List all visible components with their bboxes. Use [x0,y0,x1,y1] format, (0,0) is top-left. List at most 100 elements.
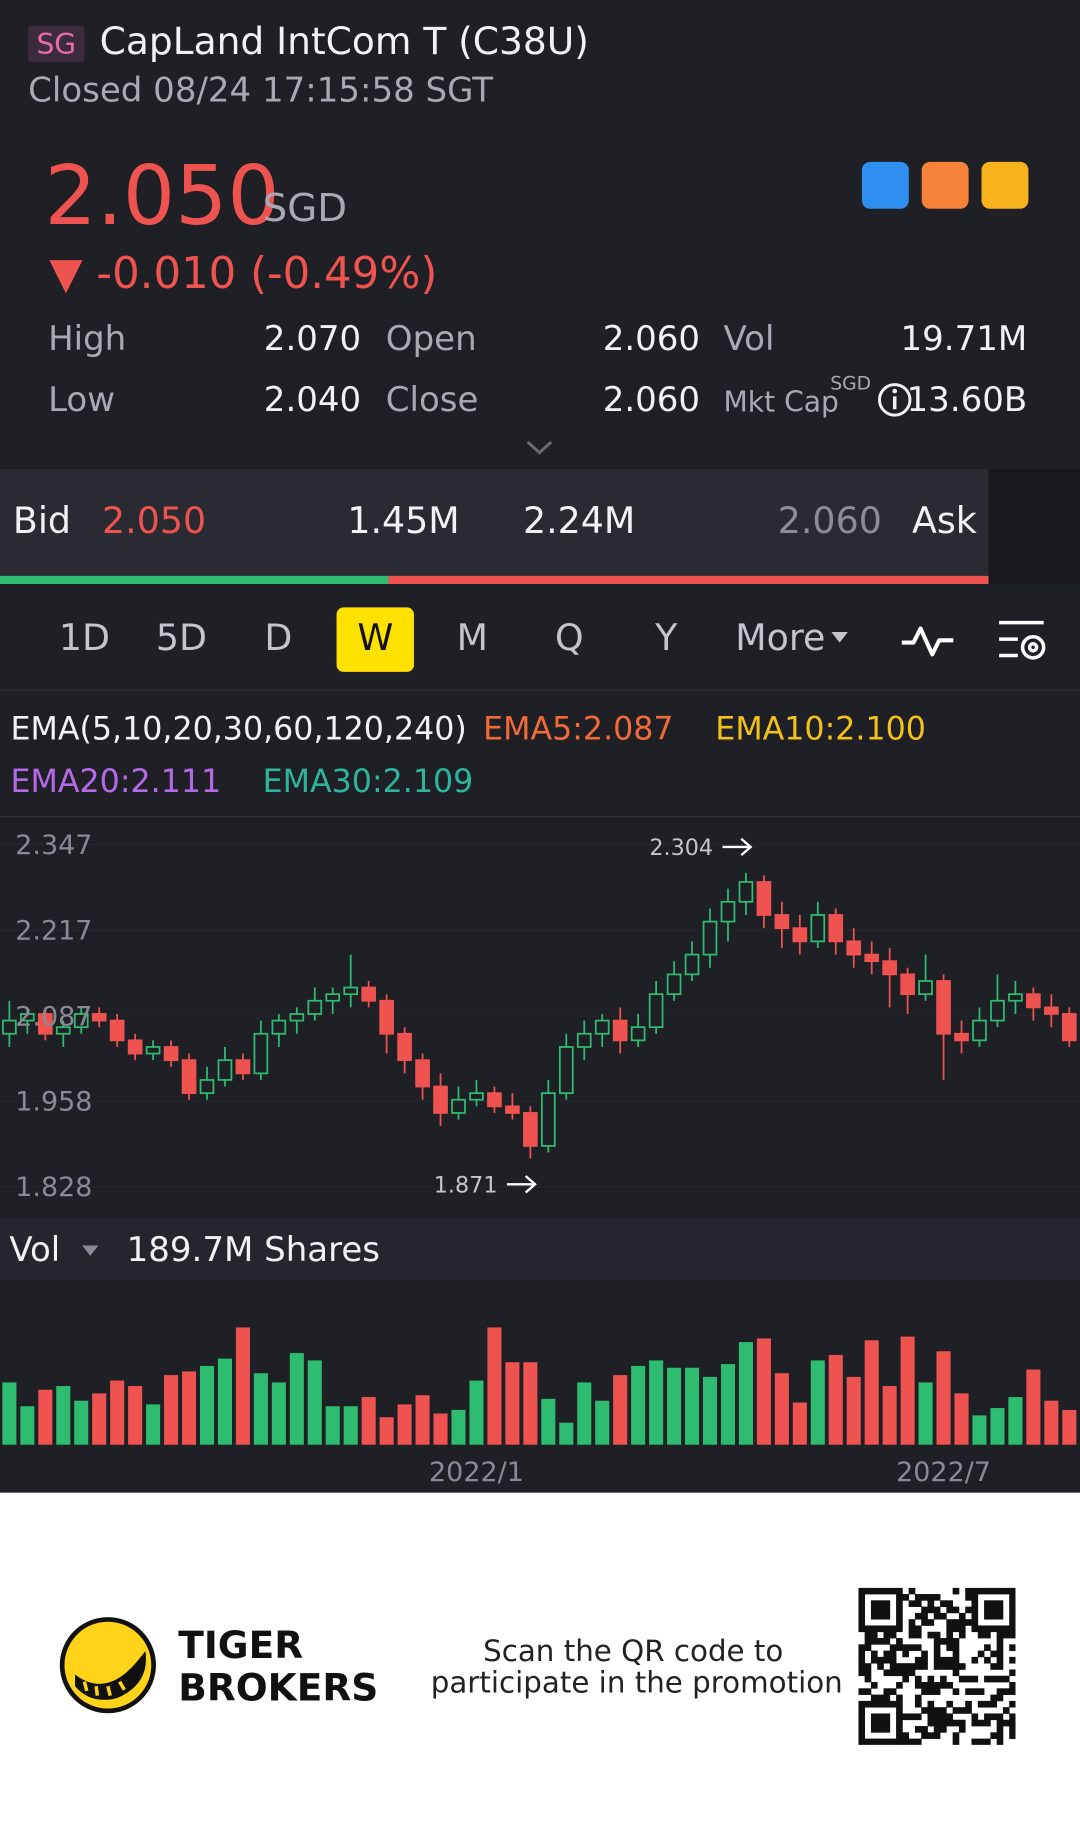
expand-chevron[interactable] [525,439,553,458]
qr-module [1009,1656,1016,1664]
qr-module [883,1688,891,1695]
qr-module [858,1688,866,1695]
volume-bar [487,1327,502,1445]
candle-body [810,914,826,943]
qr-module [940,1638,947,1645]
qr-module [946,1644,954,1651]
y-tick-label: 2.087 [15,1001,92,1032]
market-label: SG [36,28,77,61]
qr-module [908,1644,916,1651]
qr-module [940,1675,947,1683]
qr-module [921,1619,928,1626]
qr-module [896,1663,903,1670]
candle-body [451,1098,466,1114]
qr-module [896,1594,903,1601]
qr-module [946,1719,954,1727]
qr-module [927,1700,935,1708]
qr-module [921,1707,928,1714]
candle-body [469,1092,484,1101]
qr-module [965,1619,972,1626]
last-price: 2.050 [44,147,280,244]
qr-module [858,1612,866,1620]
qr-module [952,1644,960,1651]
qr-module [996,1650,1004,1658]
qr-code[interactable] [858,1587,1016,1745]
qr-module [933,1719,941,1727]
volume-bar [433,1413,448,1445]
settings-icon[interactable] [997,616,1051,665]
qr-module [952,1669,960,1677]
qr-module [933,1612,941,1620]
timeframe-tab[interactable]: Y [655,617,678,660]
candle-body [702,920,718,956]
qr-module [889,1650,897,1658]
qr-module [864,1688,872,1695]
qr-module [870,1719,878,1727]
qr-module [996,1631,1004,1639]
qr-module [940,1682,947,1689]
qr-module [870,1713,878,1721]
qr-module [864,1669,872,1677]
qr-module [858,1726,866,1733]
qr-module [908,1625,916,1633]
candle-body [648,993,664,1029]
qr-module [877,1638,884,1645]
timeframe-tab[interactable]: D [264,617,293,660]
qr-module [864,1631,872,1639]
qr-module [914,1600,922,1607]
volume-bar [990,1408,1005,1445]
volume-bar [415,1395,430,1445]
volume-bar [738,1342,753,1445]
qr-module [858,1644,866,1651]
qr-module [877,1738,884,1745]
qr-module [1009,1587,1016,1595]
indicator-icon[interactable] [899,619,955,661]
candle-body [828,914,844,943]
market-status: Closed 08/24 17:15:58 SGT [28,69,494,110]
qr-module [908,1713,916,1721]
candle-body [2,1019,17,1035]
qr-module [896,1700,903,1708]
volume-bar [235,1327,250,1445]
candle-body [900,973,915,996]
qr-module [952,1688,960,1695]
qr-module [971,1606,979,1614]
qr-module [946,1606,954,1614]
tiger-logo [59,1617,156,1714]
timeframe-tab[interactable]: 5D [155,617,207,660]
volume-bar [56,1386,71,1445]
timeframe-tab[interactable]: 1D [58,617,110,660]
qr-module [858,1719,866,1727]
qr-module [946,1656,954,1664]
qr-module [977,1700,985,1708]
qr-module [914,1726,922,1733]
qr-module [952,1606,960,1614]
qr-module [870,1700,878,1708]
icon-dollar[interactable] [981,161,1029,209]
y-tick-label: 2.217 [15,916,92,947]
volume-bar [271,1382,286,1445]
candle-body [325,993,341,1002]
qr-module [933,1726,941,1733]
timeframe-tab[interactable]: W [357,617,394,660]
qr-module [889,1663,897,1670]
qr-module [933,1732,941,1739]
qr-module [889,1669,897,1677]
info-icon[interactable] [877,382,912,417]
qr-module [877,1600,884,1607]
ema-value: EMA30:2.109 [262,763,474,801]
qr-module [927,1600,935,1607]
icon-lightning[interactable] [861,161,909,209]
qr-module [877,1700,884,1708]
candle-body [558,1046,574,1095]
qr-module [933,1638,941,1645]
qr-module [921,1732,928,1739]
icon-options[interactable] [921,161,969,209]
timeframe-tab[interactable]: Q [555,617,584,660]
qr-module [958,1663,966,1670]
more-tab[interactable]: More [735,617,826,660]
candle-body [1061,1013,1077,1042]
qr-module [927,1682,935,1689]
timeframe-tab[interactable]: M [456,617,489,660]
qr-module [1009,1625,1016,1633]
